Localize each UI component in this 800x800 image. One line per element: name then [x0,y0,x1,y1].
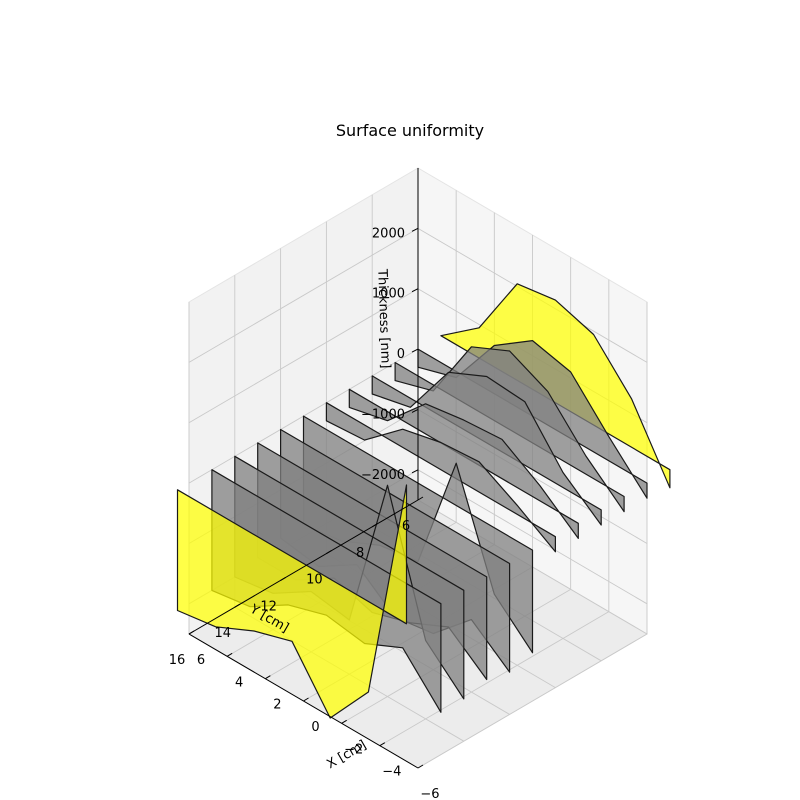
z-tick [411,469,419,474]
z-tick [411,227,419,232]
y-tick-label: 8 [356,546,364,561]
grid-floor-x [379,611,610,747]
y-tick-label: 6 [402,519,410,534]
z-tick-label: 1000 [372,287,405,302]
y-tick [417,496,424,501]
x-tick-label: −2 [344,742,363,757]
x-tick-label: −6 [420,787,439,800]
grid-left-z [188,288,419,424]
y-axis-line [188,499,419,635]
x-tick [341,719,347,724]
y-tick-label: 10 [306,573,323,588]
y-tick [326,550,332,555]
y-tick [188,630,195,635]
z-tick-label: 2000 [372,226,405,241]
x-tick-label: −4 [382,765,401,780]
y-tick-label: 12 [260,599,277,614]
x-tick-label: 0 [311,720,319,735]
series-polygon-5 [325,402,557,553]
x-tick-label: 2 [273,698,281,713]
z-tick-label: 0 [397,347,405,362]
y-tick-label: 14 [215,626,232,641]
series-polygons [176,283,671,719]
x-tick-label: 6 [197,653,205,668]
chart-title: Surface uniformity [336,121,484,140]
y-tick [234,603,241,608]
axes: −6 −4 −2 0 2 4 6 6 8 10 12 14 16 −2000 −1000 0 1000 2000 [169,168,440,800]
grid-floor-x [417,633,648,769]
y-tick-label: 16 [169,653,186,668]
z-axis-label: Thickness [nm] [374,268,392,369]
x-tick [265,675,271,680]
x-tick [226,652,233,657]
grid-left-z [188,227,419,363]
y-tick [280,576,286,581]
x-tick-label: 4 [235,675,243,690]
z-tick [411,409,419,413]
z-tick [411,348,419,353]
x-tick [417,764,424,769]
y-tick [371,523,378,528]
z-tick [411,288,419,293]
series-polygon-11 [176,484,408,719]
z-tick-label: −2000 [361,468,405,483]
x-tick [379,742,386,747]
z-tick-label: −1000 [361,407,405,422]
x-tick [303,697,309,702]
